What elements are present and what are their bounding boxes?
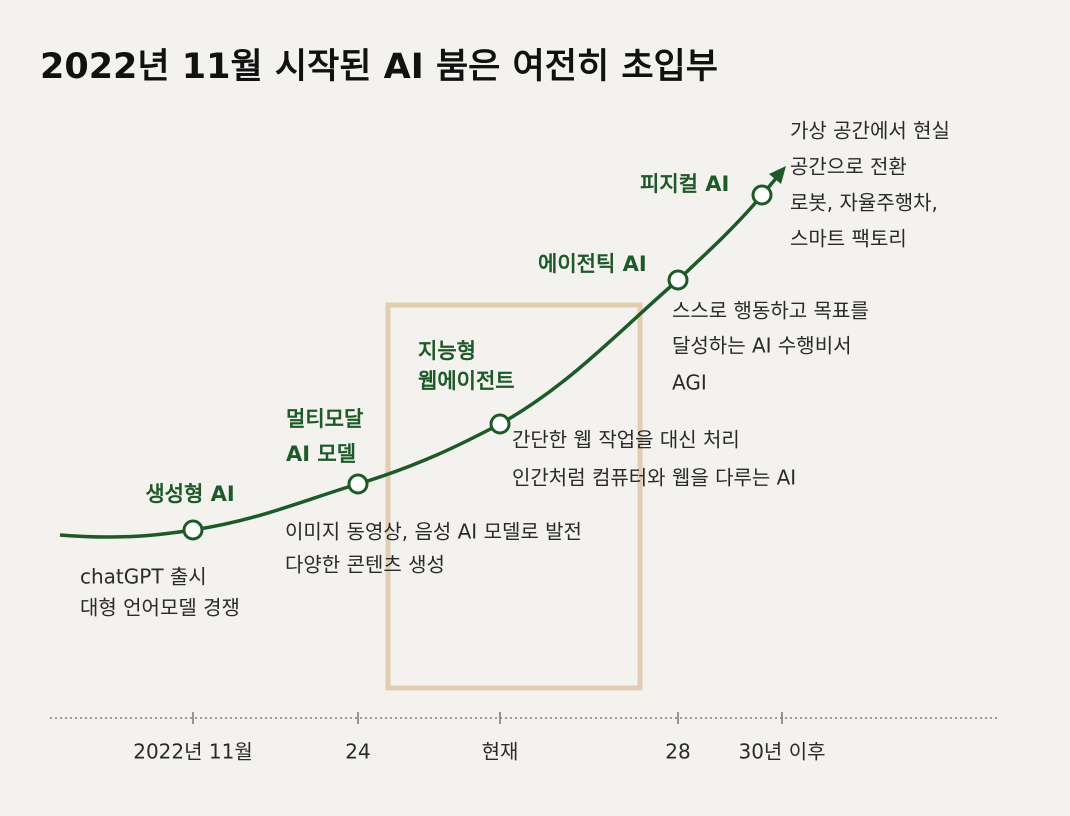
stage-markers (182, 184, 773, 541)
stage-desc: 인간처럼 컴퓨터와 웹을 다루는 AI (512, 466, 796, 490)
stage-desc: 공간으로 전환 (790, 155, 907, 179)
timeline-ticks (192, 712, 783, 724)
stage-desc: 대형 언어모델 경쟁 (80, 596, 240, 620)
timeline-label: 현재 (482, 740, 519, 764)
stage-desc: 로봇, 자율주행차, (790, 191, 938, 215)
title: 2022년 11월 시작된 AI 붐은 여전히 초입부 (40, 47, 718, 87)
stage-label: 지능형 (418, 339, 476, 363)
stage-label: 피지컬 AI (640, 172, 729, 196)
stage-desc: chatGPT 출시 (80, 565, 207, 589)
stage-label: 에이전틱 AI (538, 252, 647, 276)
stage-label: 멀티모달 (286, 407, 363, 431)
stage-desc: 달성하는 AI 수행비서 (672, 334, 852, 358)
stage-label: AI 모델 (286, 442, 356, 466)
timeline-label: 24 (345, 740, 370, 764)
stage-desc: 이미지 동영상, 음성 AI 모델로 발전 (285, 520, 582, 544)
stage-desc: 가상 공간에서 현실 (790, 119, 950, 143)
timeline-label: 30년 이후 (738, 740, 825, 764)
timeline-label: 2022년 11월 (133, 740, 253, 764)
arrow-head (769, 166, 786, 184)
timeline-label: 28 (665, 740, 690, 764)
stage-desc: 다양한 콘텐츠 생성 (285, 553, 445, 577)
stage-desc: 간단한 웹 작업을 대신 처리 (512, 428, 740, 452)
stage-desc: AGI (672, 371, 707, 395)
stage-desc: 스스로 행동하고 목표를 (672, 299, 869, 323)
highlight-box (385, 302, 643, 691)
stage-label: 웹에이전트 (418, 369, 515, 393)
stage-desc: 스마트 팩토리 (790, 227, 907, 251)
stage-label: 생성형 AI (145, 482, 234, 506)
